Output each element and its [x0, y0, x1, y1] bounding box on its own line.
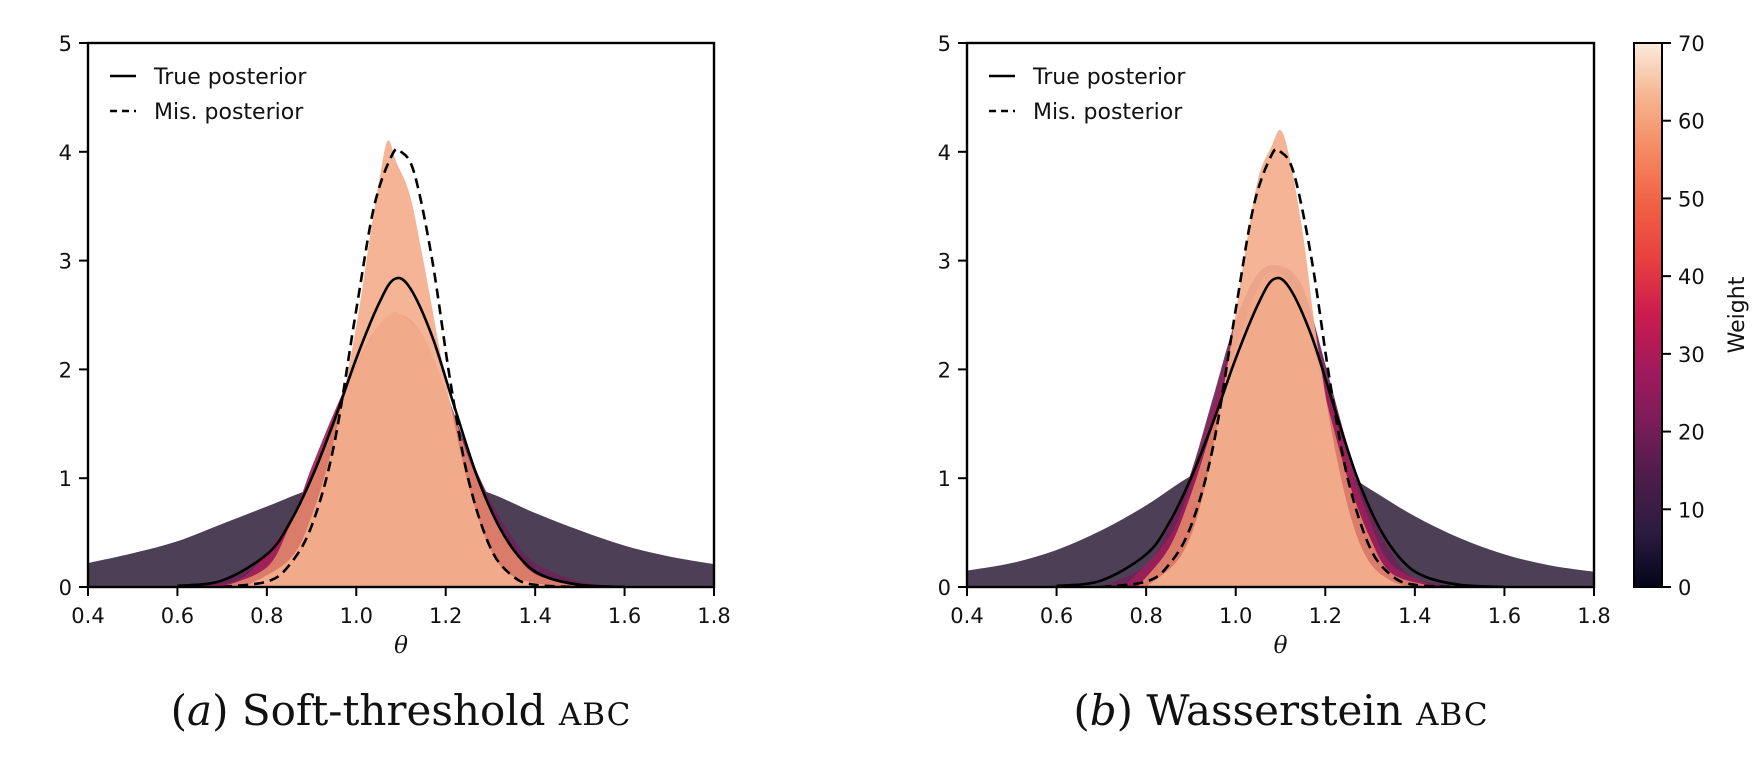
caption-paren-open: ( [171, 686, 187, 735]
caption-text: Soft-threshold [242, 686, 559, 735]
colorbar-tick-label: 70 [1678, 32, 1705, 56]
x-tick-label: 0.8 [1129, 604, 1162, 628]
y-tick-label: 0 [59, 576, 72, 600]
x-tick-label: 0.4 [950, 604, 983, 628]
x-tick-label: 1.6 [1488, 604, 1521, 628]
x-tick-label: 0.4 [71, 604, 104, 628]
legend-label-2: Mis. posterior [1033, 100, 1183, 125]
x-axis-label: θ [394, 633, 408, 659]
colorbar-tick-label: 50 [1678, 187, 1705, 211]
axes-frame [965, 41, 1596, 589]
colorbar-gradient [1633, 42, 1663, 588]
true-posterior-line [1056, 276, 1505, 587]
x-tick-label: 0.8 [250, 604, 283, 628]
x-tick-label: 0.6 [161, 604, 194, 628]
colorbar-tick-label: 10 [1678, 498, 1705, 522]
true-posterior-line [177, 276, 625, 587]
caption-letter: a [187, 686, 212, 735]
y-tick-label: 5 [59, 32, 72, 56]
y-tick-label: 4 [59, 141, 72, 165]
y-tick-label: 1 [59, 467, 72, 491]
density-area-5 [244, 140, 558, 587]
plot-area [967, 129, 1594, 587]
y-tick-label: 3 [938, 250, 951, 274]
y-tick-label: 0 [938, 576, 951, 600]
x-tick-label: 1.0 [1219, 604, 1252, 628]
y-tick-label: 2 [59, 358, 72, 382]
mis-posterior-line [221, 147, 580, 587]
colorbar-tick-label: 40 [1678, 265, 1705, 289]
x-tick-label: 1.6 [608, 604, 641, 628]
y-tick-label: 1 [938, 467, 951, 491]
plot-area [88, 140, 714, 587]
x-tick-label: 1.0 [340, 604, 373, 628]
colorbar-tick-label: 0 [1678, 576, 1691, 600]
caption-smallcaps: ABC [1415, 697, 1488, 733]
x-tick-label: 1.2 [429, 604, 462, 628]
legend-label-1: True posterior [1032, 65, 1186, 90]
axes-frame [86, 41, 716, 589]
caption: (a) Soft-threshold ABC [171, 686, 632, 735]
caption-letter: b [1090, 686, 1117, 735]
panel-b: 0.4 0.6 0.8 1.0 1.2 1.4 1.6 1.8 0 1 2 3 4 5 θ True post… [938, 32, 1611, 735]
colorbar-tick-label: 30 [1678, 343, 1705, 367]
x-tick-label: 1.4 [518, 604, 551, 628]
legend-label-2: Mis. posterior [154, 100, 304, 125]
caption: (b) Wasserstein ABC [1073, 686, 1488, 735]
x-tick-label: 1.8 [697, 604, 730, 628]
density-area-5 [1146, 129, 1415, 587]
caption-paren-close: ) [212, 686, 242, 735]
panel-a: 0.4 0.6 0.8 1.0 1.2 1.4 1.6 1.8 0 1 2 3 4 5 θ True post… [59, 32, 731, 735]
caption-paren-close: ) [1117, 686, 1147, 735]
x-tick-label: 1.4 [1398, 604, 1431, 628]
colorbar: 0 10 20 30 40 50 60 70 Weight [1633, 32, 1750, 600]
colorbar-tick-label: 60 [1678, 110, 1705, 134]
x-axis-label: θ [1274, 633, 1288, 659]
y-tick-label: 4 [938, 141, 951, 165]
legend-label-1: True posterior [153, 65, 307, 90]
y-tick-label: 2 [938, 358, 951, 382]
colorbar-ticks: 0 10 20 30 40 50 60 70 [1662, 32, 1705, 600]
caption-text: Wasserstein [1146, 686, 1416, 735]
x-tick-label: 1.8 [1577, 604, 1610, 628]
caption-smallcaps: ABC [558, 697, 631, 733]
x-tick-label: 0.6 [1040, 604, 1073, 628]
y-tick-label: 5 [938, 32, 951, 56]
caption-paren-open: ( [1073, 686, 1089, 735]
y-tick-label: 3 [59, 250, 72, 274]
colorbar-tick-label: 20 [1678, 421, 1705, 445]
mis-posterior-line [1101, 147, 1460, 587]
colorbar-label: Weight [1725, 276, 1750, 353]
x-tick-label: 1.2 [1309, 604, 1342, 628]
